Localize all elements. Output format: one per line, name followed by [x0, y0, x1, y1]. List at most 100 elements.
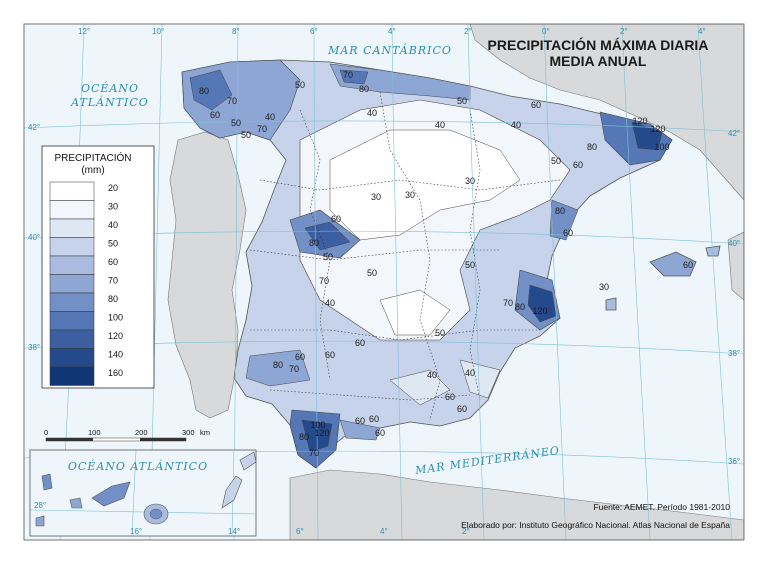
zone-galicia-core	[189, 69, 233, 111]
isoline-label: 30	[465, 176, 475, 186]
isoline-label: 100	[310, 420, 325, 430]
legend-swatch	[49, 311, 95, 331]
isoline-label: 60	[295, 352, 305, 362]
scale-bar-segment	[140, 438, 186, 441]
isoline-label: 80	[299, 432, 309, 442]
canarias-graticule	[29, 509, 257, 515]
legend-swatch	[49, 292, 95, 312]
zone-ebro-duero	[329, 129, 521, 241]
isoline-label: 40	[435, 120, 445, 130]
isoline-label: 50	[367, 268, 377, 278]
isoline-label: 60	[369, 414, 379, 424]
scale-unit: km	[200, 428, 210, 437]
menorca	[705, 245, 721, 257]
legend-value: 120	[108, 331, 123, 341]
lat-label: 42°	[28, 123, 40, 132]
isoline-label: 30	[371, 192, 381, 202]
legend-value: 100	[108, 313, 123, 323]
zone-southeast	[389, 369, 451, 406]
legend-value: 50	[108, 239, 118, 249]
isoline-label: 40	[465, 368, 475, 378]
legend-swatch	[49, 181, 95, 201]
scale-bar: 0 100 200 300 km	[44, 428, 210, 442]
lat-label: 38°	[728, 349, 740, 358]
gran-canaria-core	[149, 508, 163, 520]
mallorca	[649, 251, 697, 277]
lon-label: 14°	[228, 527, 240, 536]
scale-tick: 200	[135, 428, 148, 437]
tenerife-island	[91, 481, 131, 507]
isoline-label: 60	[355, 338, 365, 348]
isoline-label: 60	[331, 214, 341, 224]
isoline-label: 60	[457, 404, 467, 414]
isoline-label: 80	[515, 302, 525, 312]
lon-label: 4°	[388, 27, 396, 36]
isoline-label: 70	[309, 448, 319, 458]
label-oceano-line1: OCÉANO	[81, 81, 139, 95]
legend-swatches: 20 30 40 50 60 70 80 100 120 140 160	[49, 181, 123, 386]
legend-unit: (mm)	[81, 165, 104, 176]
isoline-label: 70	[343, 70, 353, 80]
isoline-label: 60	[210, 110, 220, 120]
legend-title: PRECIPITACIÓN	[54, 151, 131, 164]
sardinia-land	[727, 231, 744, 301]
ibiza	[605, 297, 617, 311]
legend-value: 80	[108, 294, 118, 304]
map-frame	[23, 23, 745, 541]
isoline-label: 60	[375, 428, 385, 438]
legend-swatch	[49, 329, 95, 349]
scale-bar-segment	[46, 438, 93, 441]
lon-label: 8°	[232, 27, 240, 36]
portugal-land	[167, 131, 247, 419]
isoline-label: 80	[587, 142, 597, 152]
north-africa-land	[289, 469, 744, 540]
isoline-label: 80	[309, 238, 319, 248]
scale-tick: 0	[44, 428, 48, 437]
lat-label: 28°	[34, 501, 46, 510]
lon-label: 6°	[310, 27, 318, 36]
isoline-label: 80	[359, 84, 369, 94]
map-title-line2: MEDIA ANUAL	[550, 53, 647, 69]
zone-castellon	[549, 199, 579, 241]
canarias-graticule	[131, 449, 137, 537]
lanzarote-island	[239, 451, 257, 471]
credit-text: Elaborado por: Instituto Geográfico Naci…	[461, 520, 730, 530]
canarias-frame	[29, 449, 257, 537]
isoline-label: 50	[435, 328, 445, 338]
label-canarias-ocean: OCÉANO ATLÁNTICO	[68, 459, 208, 473]
scale-tick: 100	[88, 428, 101, 437]
france-land	[469, 24, 744, 201]
legend-value: 20	[108, 183, 118, 193]
isoline-label: 120	[650, 124, 665, 134]
legend-value: 160	[108, 368, 123, 378]
isoline-label: 40	[427, 370, 437, 380]
zone-murcia	[459, 359, 501, 399]
map-title-line1: PRECIPITACIÓN MÁXIMA DIARIA	[488, 36, 709, 53]
lon-label: 4°	[380, 527, 388, 536]
la-gomera-island	[69, 497, 83, 509]
isoline-label: 60	[531, 100, 541, 110]
legend-value: 60	[108, 257, 118, 267]
isoline-label: 40	[367, 108, 377, 118]
lon-label: 10°	[152, 27, 164, 36]
legend-swatch	[49, 348, 95, 368]
source-text: Fuente: AEMET. Período 1981-2010	[593, 502, 730, 512]
lat-label: 40°	[28, 233, 40, 242]
fuerteventura-island	[221, 475, 243, 509]
zone-valencia-core	[527, 284, 557, 323]
isoline-label: 60	[683, 260, 693, 270]
label-mar-cantabrico: MAR CANTÁBRICO	[327, 43, 452, 57]
isoline-label: 40	[325, 298, 335, 308]
isoline-label: 120	[532, 306, 547, 316]
isoline-label: 40	[511, 120, 521, 130]
zone-gredos-core	[304, 221, 351, 251]
isoline-label: 80	[273, 360, 283, 370]
legend-value: 70	[108, 276, 118, 286]
scale-tick: 300	[182, 428, 195, 437]
lon-label: 16°	[130, 527, 142, 536]
isoline-label: 30	[405, 190, 415, 200]
coordinate-labels: 12° 10° 8° 6° 4° 2° 0° 2° 4° 6° 4° 2° 42…	[28, 27, 740, 536]
la-palma-island	[41, 473, 53, 491]
isoline-label: 70	[227, 96, 237, 106]
